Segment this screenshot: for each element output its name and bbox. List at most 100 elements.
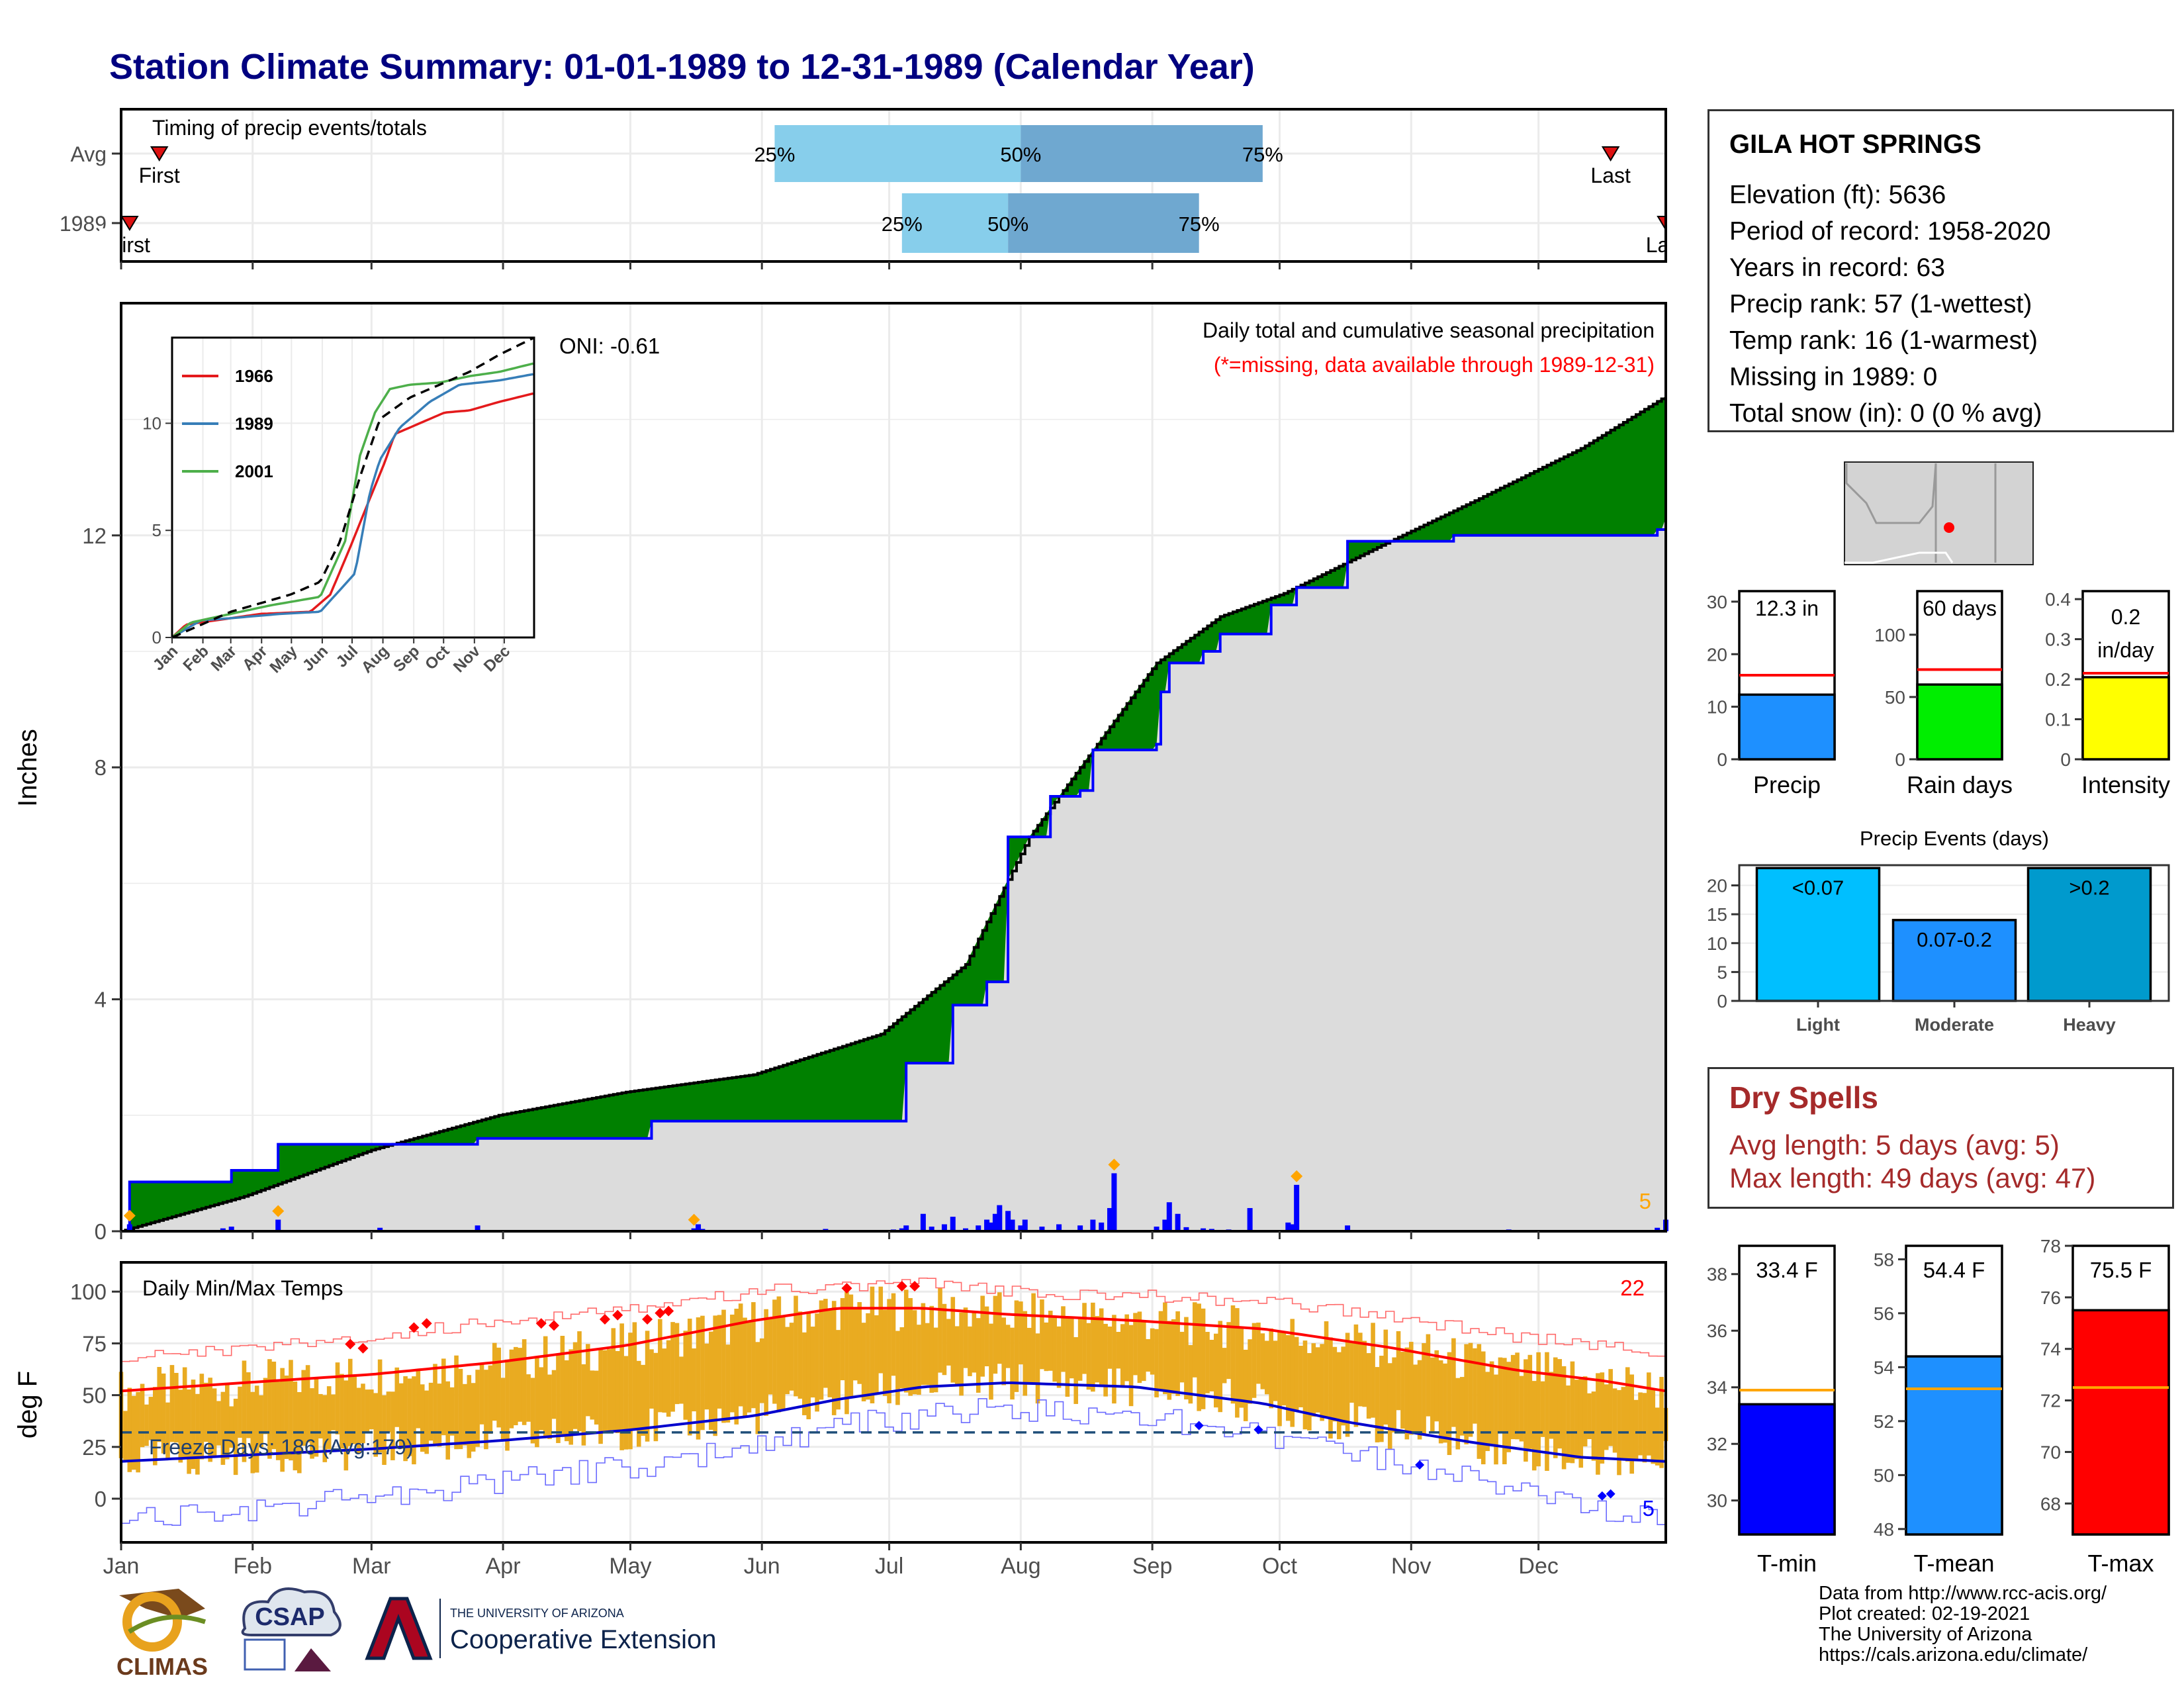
daily-temp-bar: [683, 1331, 688, 1420]
annual-temp-charts: 30 32 34 36 38 33.4 F T-min 48 50 52 54 56 58 54.4 F T…: [1707, 1236, 2170, 1577]
daily-temp-bar: [463, 1383, 467, 1446]
last-event-label: Last: [1590, 164, 1631, 187]
daily-temp-bar: [526, 1374, 531, 1422]
daily-temp-bar: [1561, 1366, 1567, 1470]
daily-temp-bar: [899, 1327, 905, 1389]
daily-temp-bar: [1494, 1374, 1498, 1465]
daily-temp-bar: [331, 1394, 336, 1430]
daily-temp-bar: [1455, 1378, 1461, 1450]
daily-temp-bar: [216, 1401, 221, 1446]
timing-bar-50-75: [1008, 193, 1199, 253]
daily-temp-bar: [1596, 1373, 1600, 1475]
daily-temp-bar: [1336, 1352, 1342, 1440]
tempbar-y-tick-label: 36: [1707, 1321, 1727, 1341]
daily-temp-bar: [959, 1312, 964, 1396]
cum-base-area: [121, 518, 1666, 1231]
record-high-marker: [896, 1280, 907, 1291]
daily-temp-bar: [416, 1369, 421, 1429]
temp-y-tick-label: 50: [82, 1383, 107, 1408]
daily-temp-bar: [1430, 1357, 1435, 1432]
month-tick-label: Apr: [486, 1554, 521, 1579]
daily-temp-bar: [428, 1382, 433, 1441]
daily-precip-bar: [1090, 1219, 1096, 1231]
events-title: Precip Events (days): [1860, 827, 2049, 850]
daily-temp-bar: [852, 1308, 858, 1381]
daily-temp-bar: [572, 1342, 578, 1429]
daily-temps-chart: 0 25 50 75 100 Daily Min/Max Temps Freeze Days…: [13, 1261, 1668, 1544]
inset-frame: [171, 336, 535, 639]
cum-y-tick-label: 4: [95, 988, 107, 1012]
daily-temp-bar: [594, 1370, 599, 1425]
record-high-marker: [909, 1280, 921, 1291]
daily-temp-bar: [895, 1331, 900, 1405]
daily-temp-bar: [1235, 1308, 1240, 1418]
daily-temp-bar: [182, 1367, 187, 1460]
daily-precip-bar: [941, 1224, 947, 1231]
credit-plot-date: Plot created: 02-19-2021: [1819, 1603, 2030, 1624]
daily-precip-bar: [696, 1224, 702, 1231]
daily-precip-bar: [1154, 1226, 1160, 1231]
daily-temp-bar: [1107, 1326, 1113, 1369]
record-high-marker: [655, 1307, 666, 1319]
record-high-marker: [642, 1313, 653, 1325]
daily-temp-bar: [1010, 1327, 1015, 1400]
daily-temp-bar: [1400, 1352, 1405, 1429]
station-location-dot: [1944, 522, 1954, 533]
daily-temp-bar: [1264, 1340, 1269, 1395]
daily-temp-bar: [123, 1411, 128, 1462]
station-snow: Total snow (in): 0 (0 % avg): [1729, 399, 2042, 428]
events-y-tick-label: 10: [1707, 933, 1727, 954]
month-tick-label: Oct: [1262, 1554, 1297, 1579]
daily-temp-bar: [1591, 1391, 1596, 1461]
daily-temp-bar: [972, 1311, 977, 1373]
events-y-tick-label: 0: [1717, 991, 1727, 1011]
daily-temp-bar: [641, 1364, 645, 1436]
daily-temp-bar: [645, 1331, 650, 1442]
daily-temp-bar: [1625, 1367, 1630, 1462]
dry-spells-title: Dry Spells: [1729, 1080, 1878, 1115]
daily-temp-bar: [560, 1335, 565, 1437]
station-precip-rank: Precip rank: 57 (1-wettest): [1729, 290, 2032, 318]
annual-y-tick-label: 0.1: [2045, 710, 2071, 730]
daily-precip-bar: [899, 1228, 905, 1231]
tempbar-panel-label: T-mean: [1913, 1550, 1994, 1577]
credit-university: The University of Arizona: [1819, 1624, 2032, 1645]
daily-temp-bar: [547, 1374, 552, 1439]
daily-temp-bar: [1629, 1374, 1635, 1474]
daily-precip-bar: [126, 1224, 132, 1231]
tempbar-y-tick-label: 54: [1874, 1357, 1894, 1378]
daily-temp-bar: [1651, 1389, 1656, 1464]
daily-temp-bar: [836, 1330, 841, 1410]
daily-temp-bar: [929, 1305, 934, 1393]
daily-temp-bar: [1387, 1363, 1392, 1449]
daily-temp-bar: [1273, 1340, 1278, 1401]
daily-precip-bar: [275, 1219, 281, 1231]
daily-temp-bar: [1587, 1393, 1592, 1440]
timing-frame: [120, 108, 1667, 263]
daily-temp-bar: [1218, 1321, 1223, 1413]
daily-temp-bar: [917, 1325, 921, 1395]
tempbar-y-tick-label: 30: [1707, 1491, 1727, 1511]
daily-temp-bar: [203, 1382, 208, 1442]
daily-temp-bar: [131, 1395, 136, 1470]
daily-temp-bar: [687, 1319, 692, 1436]
credits: Data from http://www.rcc-acis.org/ Plot …: [1819, 1583, 2107, 1665]
daily-temp-bar: [1167, 1321, 1172, 1400]
daily-temp-bar: [246, 1372, 251, 1438]
inset-y-tick-label: 5: [152, 520, 161, 540]
daily-temp-bar: [1375, 1367, 1380, 1442]
csap-logo: CSAP: [241, 1587, 341, 1671]
daily-temp-bar: [161, 1373, 166, 1454]
daily-temp-bar: [301, 1370, 306, 1446]
daily-temp-bar: [950, 1297, 956, 1383]
csap-logo-text: CSAP: [255, 1603, 325, 1631]
daily-temp-bar: [1146, 1338, 1151, 1372]
cum-surplus-area: [121, 396, 1666, 1231]
timing-row-label: 1989: [60, 212, 107, 236]
dry-spells-max: Max length: 49 days (avg: 47): [1729, 1162, 2096, 1194]
temp-corner-top: 22: [1620, 1276, 1645, 1300]
temp-y-tick-label: 75: [82, 1331, 107, 1356]
daily-temp-bar: [670, 1322, 675, 1412]
map-coastline: [1844, 551, 1954, 564]
